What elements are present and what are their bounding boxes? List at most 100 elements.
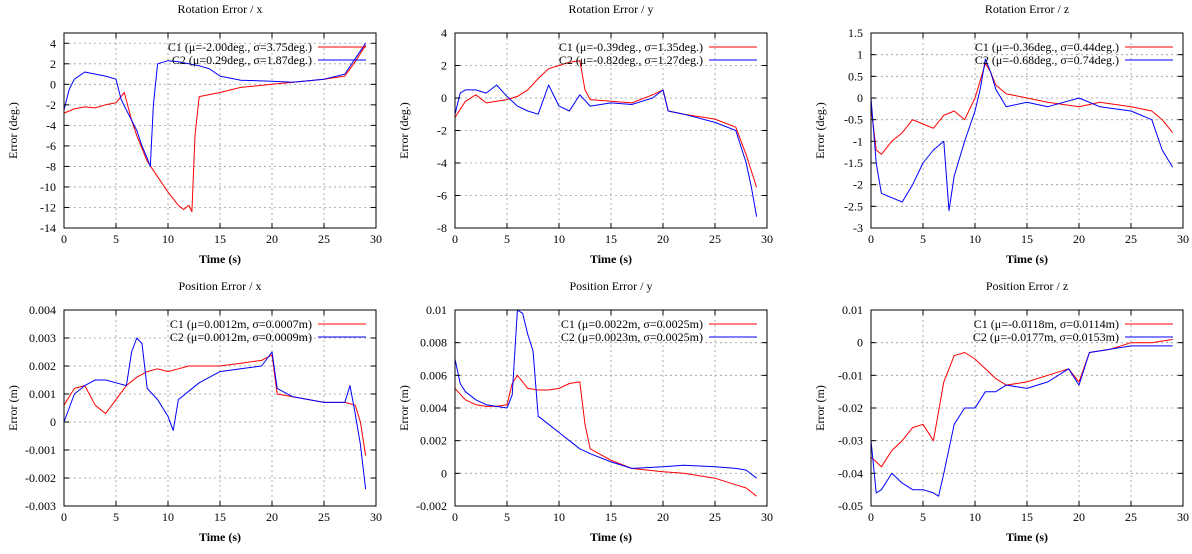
series-line xyxy=(454,374,757,497)
series-line xyxy=(870,345,1173,497)
legend-label: C1 (μ=0.0012m, σ=0.0007m) xyxy=(170,317,312,331)
y-axis-label: Error (m) xyxy=(813,385,827,431)
x-tick-label: 30 xyxy=(761,510,773,524)
x-tick-label: 20 xyxy=(266,510,278,524)
legend-label: C1 (μ=-2.00deg., σ=3.75deg.) xyxy=(168,40,312,54)
y-tick-label: 1 xyxy=(857,48,863,62)
y-tick-label: -0.02 xyxy=(838,401,863,415)
y-tick-label: 0 xyxy=(441,91,447,105)
x-tick-label: 30 xyxy=(1177,232,1189,246)
x-tick-label: 10 xyxy=(969,510,981,524)
x-tick-label: 0 xyxy=(868,232,874,246)
y-tick-label: 0.001 xyxy=(29,387,56,401)
y-tick-label: 0.5 xyxy=(848,69,863,83)
x-tick-label: 5 xyxy=(504,510,510,524)
x-tick-label: 0 xyxy=(452,232,458,246)
y-tick-label: 4 xyxy=(50,36,56,50)
x-tick-label: 10 xyxy=(553,510,565,524)
y-tick-label: -8 xyxy=(437,221,447,235)
chart-panel: 0 5 10 15 20 25 30 -0.002 0 0.002 0.004 0.006 0.008 0… xyxy=(397,279,773,544)
series-line xyxy=(870,338,1173,468)
x-tick-label: 30 xyxy=(761,232,773,246)
y-tick-label: -0.001 xyxy=(25,443,56,457)
y-tick-label: 0.008 xyxy=(420,336,447,350)
series-line xyxy=(454,84,758,217)
series-line xyxy=(870,58,1174,212)
chart-panel: 0 5 10 15 20 25 30 -14 -12 -10 -8 -6 -4 -2 0 2 4 Rotation… xyxy=(6,2,382,266)
chart-title: Rotation Error / z xyxy=(985,2,1069,16)
y-tick-label: 4 xyxy=(441,26,447,40)
chart-title: Position Error / z xyxy=(986,279,1068,293)
y-tick-label: -3 xyxy=(853,221,863,235)
x-tick-label: 25 xyxy=(318,232,330,246)
x-tick-label: 10 xyxy=(162,510,174,524)
y-axis-label: Error (deg.) xyxy=(6,102,20,159)
x-tick-label: 0 xyxy=(452,510,458,524)
x-axis-label: Time (s) xyxy=(590,252,632,266)
legend-label: C1 (μ=-0.0118m, σ=0.0114m) xyxy=(974,317,1119,331)
x-tick-label: 20 xyxy=(657,232,669,246)
x-axis-label: Time (s) xyxy=(590,530,632,544)
y-tick-label: 2 xyxy=(50,57,56,71)
x-tick-label: 25 xyxy=(709,232,721,246)
y-tick-label: 0.003 xyxy=(29,331,56,345)
y-tick-label: -0.003 xyxy=(25,499,56,513)
chart-panel: 0 5 10 15 20 25 30 -8 -6 -4 -2 0 2 4 Rotation Error / … xyxy=(397,2,773,266)
y-tick-label: -6 xyxy=(437,189,447,203)
y-tick-label: -0.04 xyxy=(838,466,863,480)
x-tick-label: 15 xyxy=(605,232,617,246)
y-tick-label: 0 xyxy=(857,336,863,350)
series-line xyxy=(63,337,367,490)
x-tick-label: 10 xyxy=(162,232,174,246)
x-tick-label: 15 xyxy=(214,510,226,524)
chart-panel: 0 5 10 15 20 25 30 -3 -2.5 -2 -1.5 -1 -0.5 0 0.5 1 1.5 Ro… xyxy=(813,2,1189,266)
x-tick-label: 0 xyxy=(61,232,67,246)
legend-label: C2 (μ=-0.0177m, σ=0.0153m) xyxy=(973,330,1119,344)
y-tick-label: -2 xyxy=(46,98,56,112)
y-tick-label: 0.01 xyxy=(426,303,447,317)
x-tick-label: 25 xyxy=(1125,232,1137,246)
y-axis-label: Error (m) xyxy=(6,385,20,431)
y-tick-label: -1 xyxy=(853,134,863,148)
y-tick-label: 0.002 xyxy=(420,434,447,448)
y-tick-label: 0 xyxy=(50,415,56,429)
y-tick-label: 2 xyxy=(441,59,447,73)
y-tick-label: -0.002 xyxy=(25,471,56,485)
y-tick-label: 0 xyxy=(50,77,56,91)
series-line xyxy=(870,62,1173,155)
y-tick-label: 0.002 xyxy=(29,359,56,373)
x-tick-label: 10 xyxy=(969,232,981,246)
y-axis-label: Error (deg.) xyxy=(813,102,827,159)
x-tick-label: 15 xyxy=(214,232,226,246)
x-axis-label: Time (s) xyxy=(1006,530,1048,544)
series-line xyxy=(454,309,757,479)
y-tick-label: -2 xyxy=(853,178,863,192)
x-tick-label: 25 xyxy=(1125,510,1137,524)
x-tick-label: 15 xyxy=(605,510,617,524)
y-tick-label: -8 xyxy=(46,159,56,173)
x-tick-label: 5 xyxy=(113,232,119,246)
x-axis-label: Time (s) xyxy=(199,530,241,544)
x-tick-label: 5 xyxy=(504,232,510,246)
legend-label: C2 (μ=0.0023m, σ=0.0025m) xyxy=(561,330,703,344)
y-tick-label: -4 xyxy=(437,156,447,170)
x-tick-label: 5 xyxy=(920,510,926,524)
y-tick-label: 1.5 xyxy=(848,26,863,40)
x-tick-label: 30 xyxy=(370,510,382,524)
y-tick-label: -0.01 xyxy=(838,368,863,382)
x-tick-label: 0 xyxy=(868,510,874,524)
y-tick-label: 0.01 xyxy=(842,303,863,317)
legend-label: C2 (μ=0.0012m, σ=0.0009m) xyxy=(170,330,312,344)
y-axis-label: Error (deg.) xyxy=(397,102,411,159)
y-tick-label: -12 xyxy=(40,200,56,214)
x-tick-label: 20 xyxy=(1073,232,1085,246)
chart-title: Position Error / y xyxy=(570,279,653,293)
chart-title: Rotation Error / y xyxy=(569,2,654,16)
x-tick-label: 15 xyxy=(1021,510,1033,524)
y-tick-label: 0 xyxy=(441,466,447,480)
x-axis-label: Time (s) xyxy=(199,252,241,266)
y-tick-label: -0.002 xyxy=(416,499,447,513)
legend-label: C1 (μ=0.0022m, σ=0.0025m) xyxy=(561,317,703,331)
series-line xyxy=(63,45,367,213)
